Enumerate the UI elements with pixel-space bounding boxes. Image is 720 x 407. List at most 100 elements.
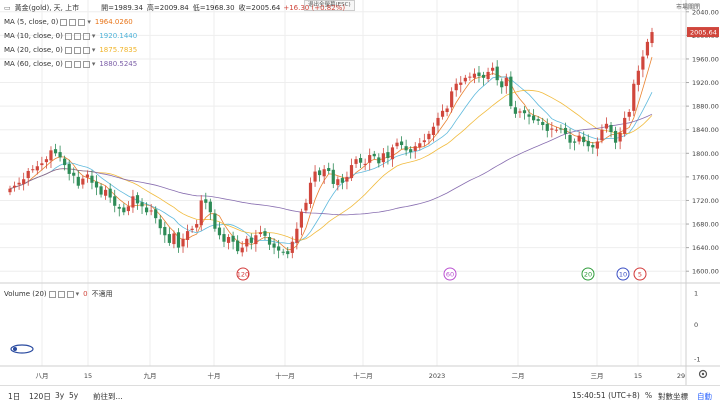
candle-body (386, 152, 390, 159)
chevron-down-icon[interactable]: ▾ (91, 60, 96, 68)
candle-body (299, 211, 304, 228)
price-tick-label: 1720.00 (692, 197, 719, 205)
visibility-icon[interactable] (64, 46, 72, 54)
volume-tick-label: -1 (694, 356, 700, 364)
ma-line-20 (9, 89, 653, 241)
range-3y-button[interactable]: 3y (55, 391, 65, 400)
remove-icon[interactable] (66, 290, 74, 298)
low-value: 低=1968.30 (192, 4, 235, 12)
candle-body (208, 201, 212, 213)
candle-body (286, 251, 290, 255)
candle-body (336, 179, 340, 186)
time-tick-label: 2023 (429, 372, 446, 380)
candle-body (349, 165, 354, 179)
chevron-down-icon[interactable]: ▾ (75, 290, 80, 298)
candle-body (381, 153, 385, 163)
candle-body (532, 115, 536, 121)
volume-legend-row[interactable]: Volume (20) ▾ 0 不適用 (4, 288, 113, 300)
candle-body (254, 235, 258, 245)
candle-body (472, 73, 477, 78)
price-tick-label: 1880.00 (692, 103, 719, 111)
candle-body (304, 202, 308, 211)
time-tick-label: 二月 (512, 372, 525, 380)
candle-body (445, 108, 449, 113)
visibility-icon[interactable] (48, 290, 56, 298)
remove-icon[interactable] (82, 60, 90, 68)
remove-icon[interactable] (82, 46, 90, 54)
indicator-row-ma10[interactable]: MA (10, close, 0) ▾ 1920.1440 (4, 30, 137, 42)
svg-text:120: 120 (237, 271, 249, 279)
market-status: 市場關閉 (676, 4, 701, 11)
candle-body (94, 181, 99, 188)
candle-body (595, 141, 599, 149)
collapse-icon[interactable]: ▭ (4, 4, 11, 12)
indicator-row-ma5[interactable]: MA (5, close, 0) ▾ 1964.0260 (4, 16, 133, 28)
auto-scale-toggle[interactable]: 自動 (697, 392, 712, 401)
candle-body (641, 56, 645, 70)
candle-body (44, 159, 49, 163)
indicator-label: MA (10, close, 0) (4, 32, 63, 40)
candle-body (99, 186, 103, 195)
range-5y-button[interactable]: 5y (69, 391, 79, 400)
remove-icon[interactable] (78, 18, 86, 26)
chevron-down-icon[interactable]: ▾ (87, 18, 91, 26)
period-marker: 120 (236, 267, 250, 281)
price-tick-label: 1640.00 (692, 244, 719, 252)
percent-toggle[interactable]: % (645, 391, 653, 400)
candle-body (76, 176, 80, 186)
chevron-down-icon[interactable]: ▾ (91, 32, 96, 40)
settings-icon[interactable] (73, 32, 81, 40)
settings-icon[interactable] (69, 18, 77, 26)
visibility-icon[interactable] (60, 18, 68, 26)
settings-icon[interactable] (57, 290, 65, 298)
period-marker: 60 (443, 267, 457, 281)
price-tick-label: 1760.00 (692, 173, 719, 181)
candle-body (8, 188, 12, 193)
svg-text:60: 60 (446, 271, 454, 279)
visibility-icon[interactable] (64, 60, 72, 68)
candle-body (636, 70, 640, 85)
candle-body (199, 200, 203, 226)
range-120d-button[interactable]: 120日 (29, 392, 51, 401)
log-scale-toggle[interactable]: 對數坐標 (658, 392, 688, 401)
candle-body (163, 226, 167, 236)
candle-body (440, 110, 445, 117)
price-tick-label: 2040.00 (692, 8, 719, 16)
candle-body (31, 169, 35, 171)
range-1d-button[interactable]: 1日 (8, 392, 21, 401)
candle-body (108, 188, 112, 198)
candle-body (422, 140, 426, 143)
candle-body (586, 140, 590, 147)
candle-body (318, 170, 322, 176)
candle-body (377, 157, 381, 164)
chevron-down-icon[interactable]: ▾ (91, 46, 96, 54)
candle-body (222, 234, 226, 242)
remove-icon[interactable] (82, 32, 90, 40)
candle-body (272, 243, 276, 248)
candle-body (395, 142, 399, 147)
settings-icon[interactable] (73, 60, 81, 68)
indicator-row-ma60[interactable]: MA (60, close, 0) ▾ 1880.5245 (4, 58, 137, 70)
settings-icon[interactable] (73, 46, 81, 54)
visibility-icon[interactable] (64, 32, 72, 40)
goto-date-button[interactable]: 前往到... (93, 392, 123, 401)
candle-body (158, 219, 162, 229)
candle-body (40, 163, 44, 166)
candle-body (290, 241, 294, 253)
candle-body (195, 224, 199, 228)
candle-body (308, 182, 313, 204)
candle-body (167, 234, 171, 243)
indicator-row-ma20[interactable]: MA (20, close, 0) ▾ 1875.7835 (4, 44, 137, 56)
price-tick-label: 1600.00 (692, 268, 719, 276)
gear-icon[interactable] (698, 369, 708, 379)
candle-body (559, 128, 563, 130)
candle-body (431, 126, 436, 136)
candle-body (81, 178, 85, 185)
exit-fullscreen-tip[interactable]: 退出全螢幕(ESC) (304, 0, 355, 11)
candle-body (204, 199, 208, 203)
bottom-toolbar: 1日 120日 3y 5y 前往到... 15:40:51 (UTC+8) % … (0, 385, 720, 405)
candle-body (477, 72, 481, 77)
candle-body (117, 206, 121, 209)
